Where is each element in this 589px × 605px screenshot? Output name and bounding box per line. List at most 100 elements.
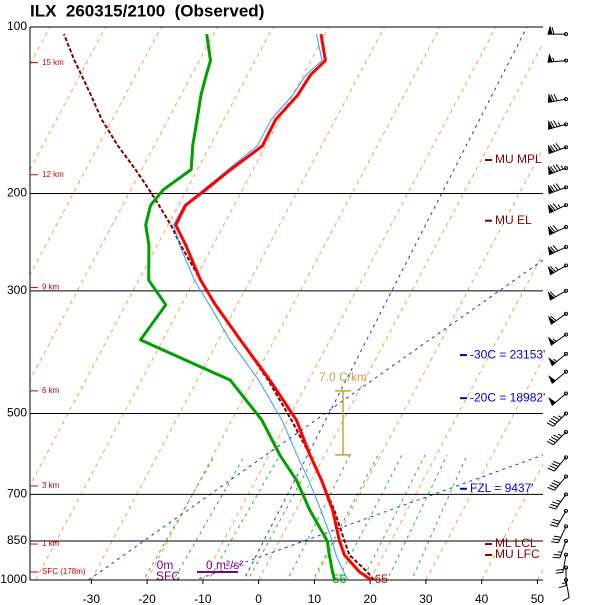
barb-feathers [547, 143, 561, 155]
height-label: 12 km [42, 170, 64, 179]
y-tick-label: 700 [7, 487, 27, 501]
isotherm [146, 27, 441, 580]
barb-feathers [547, 203, 561, 214]
isotherm [30, 27, 274, 487]
level-label: FZL = 9437' [470, 481, 534, 495]
barb-station [564, 58, 568, 63]
mixing-line [142, 454, 216, 580]
barb-shaft [557, 526, 567, 543]
isotherm [425, 357, 543, 580]
barb-feathers [562, 597, 570, 602]
height-label: 1 km [42, 539, 60, 548]
mixing-line [172, 454, 246, 580]
level-label: MU EL [495, 213, 532, 227]
isotherm [30, 27, 107, 171]
temperature-label: 65 [375, 572, 389, 586]
barb-station [564, 245, 568, 250]
lapse-bracket [335, 390, 351, 456]
barb-station [564, 578, 568, 582]
barb-feathers [548, 397, 557, 406]
barb-station [564, 369, 568, 374]
barb-station [564, 145, 568, 150]
isotherm [258, 42, 543, 580]
x-tick-label: 30 [419, 592, 433, 605]
y-tick-label: 200 [7, 186, 27, 200]
mixing-line [386, 454, 448, 580]
barb-feathers [547, 336, 557, 346]
x-tick-label: 10 [308, 592, 322, 605]
barb-feathers [547, 265, 559, 276]
barb-feathers [547, 183, 561, 195]
barb-feathers [547, 225, 559, 236]
barb-feathers [549, 519, 561, 527]
barb-station [564, 524, 568, 529]
barb-station [564, 225, 568, 230]
mixing-line [337, 454, 403, 580]
profile-line [139, 33, 336, 580]
barb-feathers [547, 53, 555, 63]
x-tick-label: 0 [255, 592, 262, 605]
dewpoint-label: 56 [333, 572, 347, 586]
barb-station [564, 508, 568, 513]
barb-station [564, 311, 568, 316]
isotherm [30, 27, 218, 382]
reference-line [243, 27, 528, 580]
x-tick-label: -20 [138, 592, 156, 605]
barb-shaft [565, 579, 570, 598]
barb-feathers [548, 120, 561, 130]
isotherms [30, 27, 543, 580]
isotherm [90, 27, 385, 580]
barb-station [564, 492, 568, 497]
barb-feathers [547, 164, 564, 176]
barb-station [564, 332, 568, 337]
helicity-layer: SFC [156, 569, 180, 583]
barb-feathers [548, 357, 558, 367]
barb-station [564, 411, 568, 416]
barb-feathers [548, 375, 557, 385]
y-tick-label: 100 [7, 19, 27, 33]
barb-station [564, 203, 568, 208]
barb-station [564, 552, 568, 557]
level-label: -30C = 23153' [470, 347, 545, 361]
barb-station [564, 351, 568, 356]
mixing-line [361, 454, 426, 580]
y-tick-label: 850 [7, 533, 27, 547]
barb-feathers [547, 480, 561, 491]
profile-line [174, 33, 373, 580]
y-tick-label: 500 [7, 406, 27, 420]
height-label: 3 km [42, 481, 60, 490]
mixing-line [207, 454, 281, 580]
height-label: 9 km [42, 283, 60, 292]
x-tick-label: 20 [363, 592, 377, 605]
barb-feathers [555, 568, 564, 574]
barb-feathers [558, 582, 567, 589]
barb-feathers [547, 245, 559, 256]
barb-station [564, 185, 568, 190]
barb-feathers [547, 25, 555, 35]
mixing-line [286, 454, 351, 580]
barb-feathers [552, 551, 562, 559]
profiles [62, 33, 375, 580]
barb-feathers [548, 499, 562, 510]
isotherm [481, 463, 543, 580]
barb-station [564, 166, 568, 171]
y-tick-label: 1000 [0, 572, 27, 586]
barb-feathers [547, 93, 558, 103]
barb-station [564, 122, 568, 127]
barb-feathers [547, 291, 556, 301]
barb-feathers [546, 433, 563, 446]
height-label: 6 km [42, 386, 60, 395]
mixing-line [247, 454, 316, 580]
lapse-label: 7.0 C/km [319, 370, 367, 384]
barb-station [564, 538, 568, 543]
isotherm [202, 27, 497, 580]
x-tick-label: 40 [475, 592, 489, 605]
barb-feathers [547, 315, 557, 325]
isotherm [35, 27, 330, 580]
barb-station [564, 430, 568, 435]
barb-station [564, 32, 568, 37]
isotherm [369, 252, 543, 580]
barb-station [564, 263, 568, 268]
reference-line [194, 454, 543, 580]
